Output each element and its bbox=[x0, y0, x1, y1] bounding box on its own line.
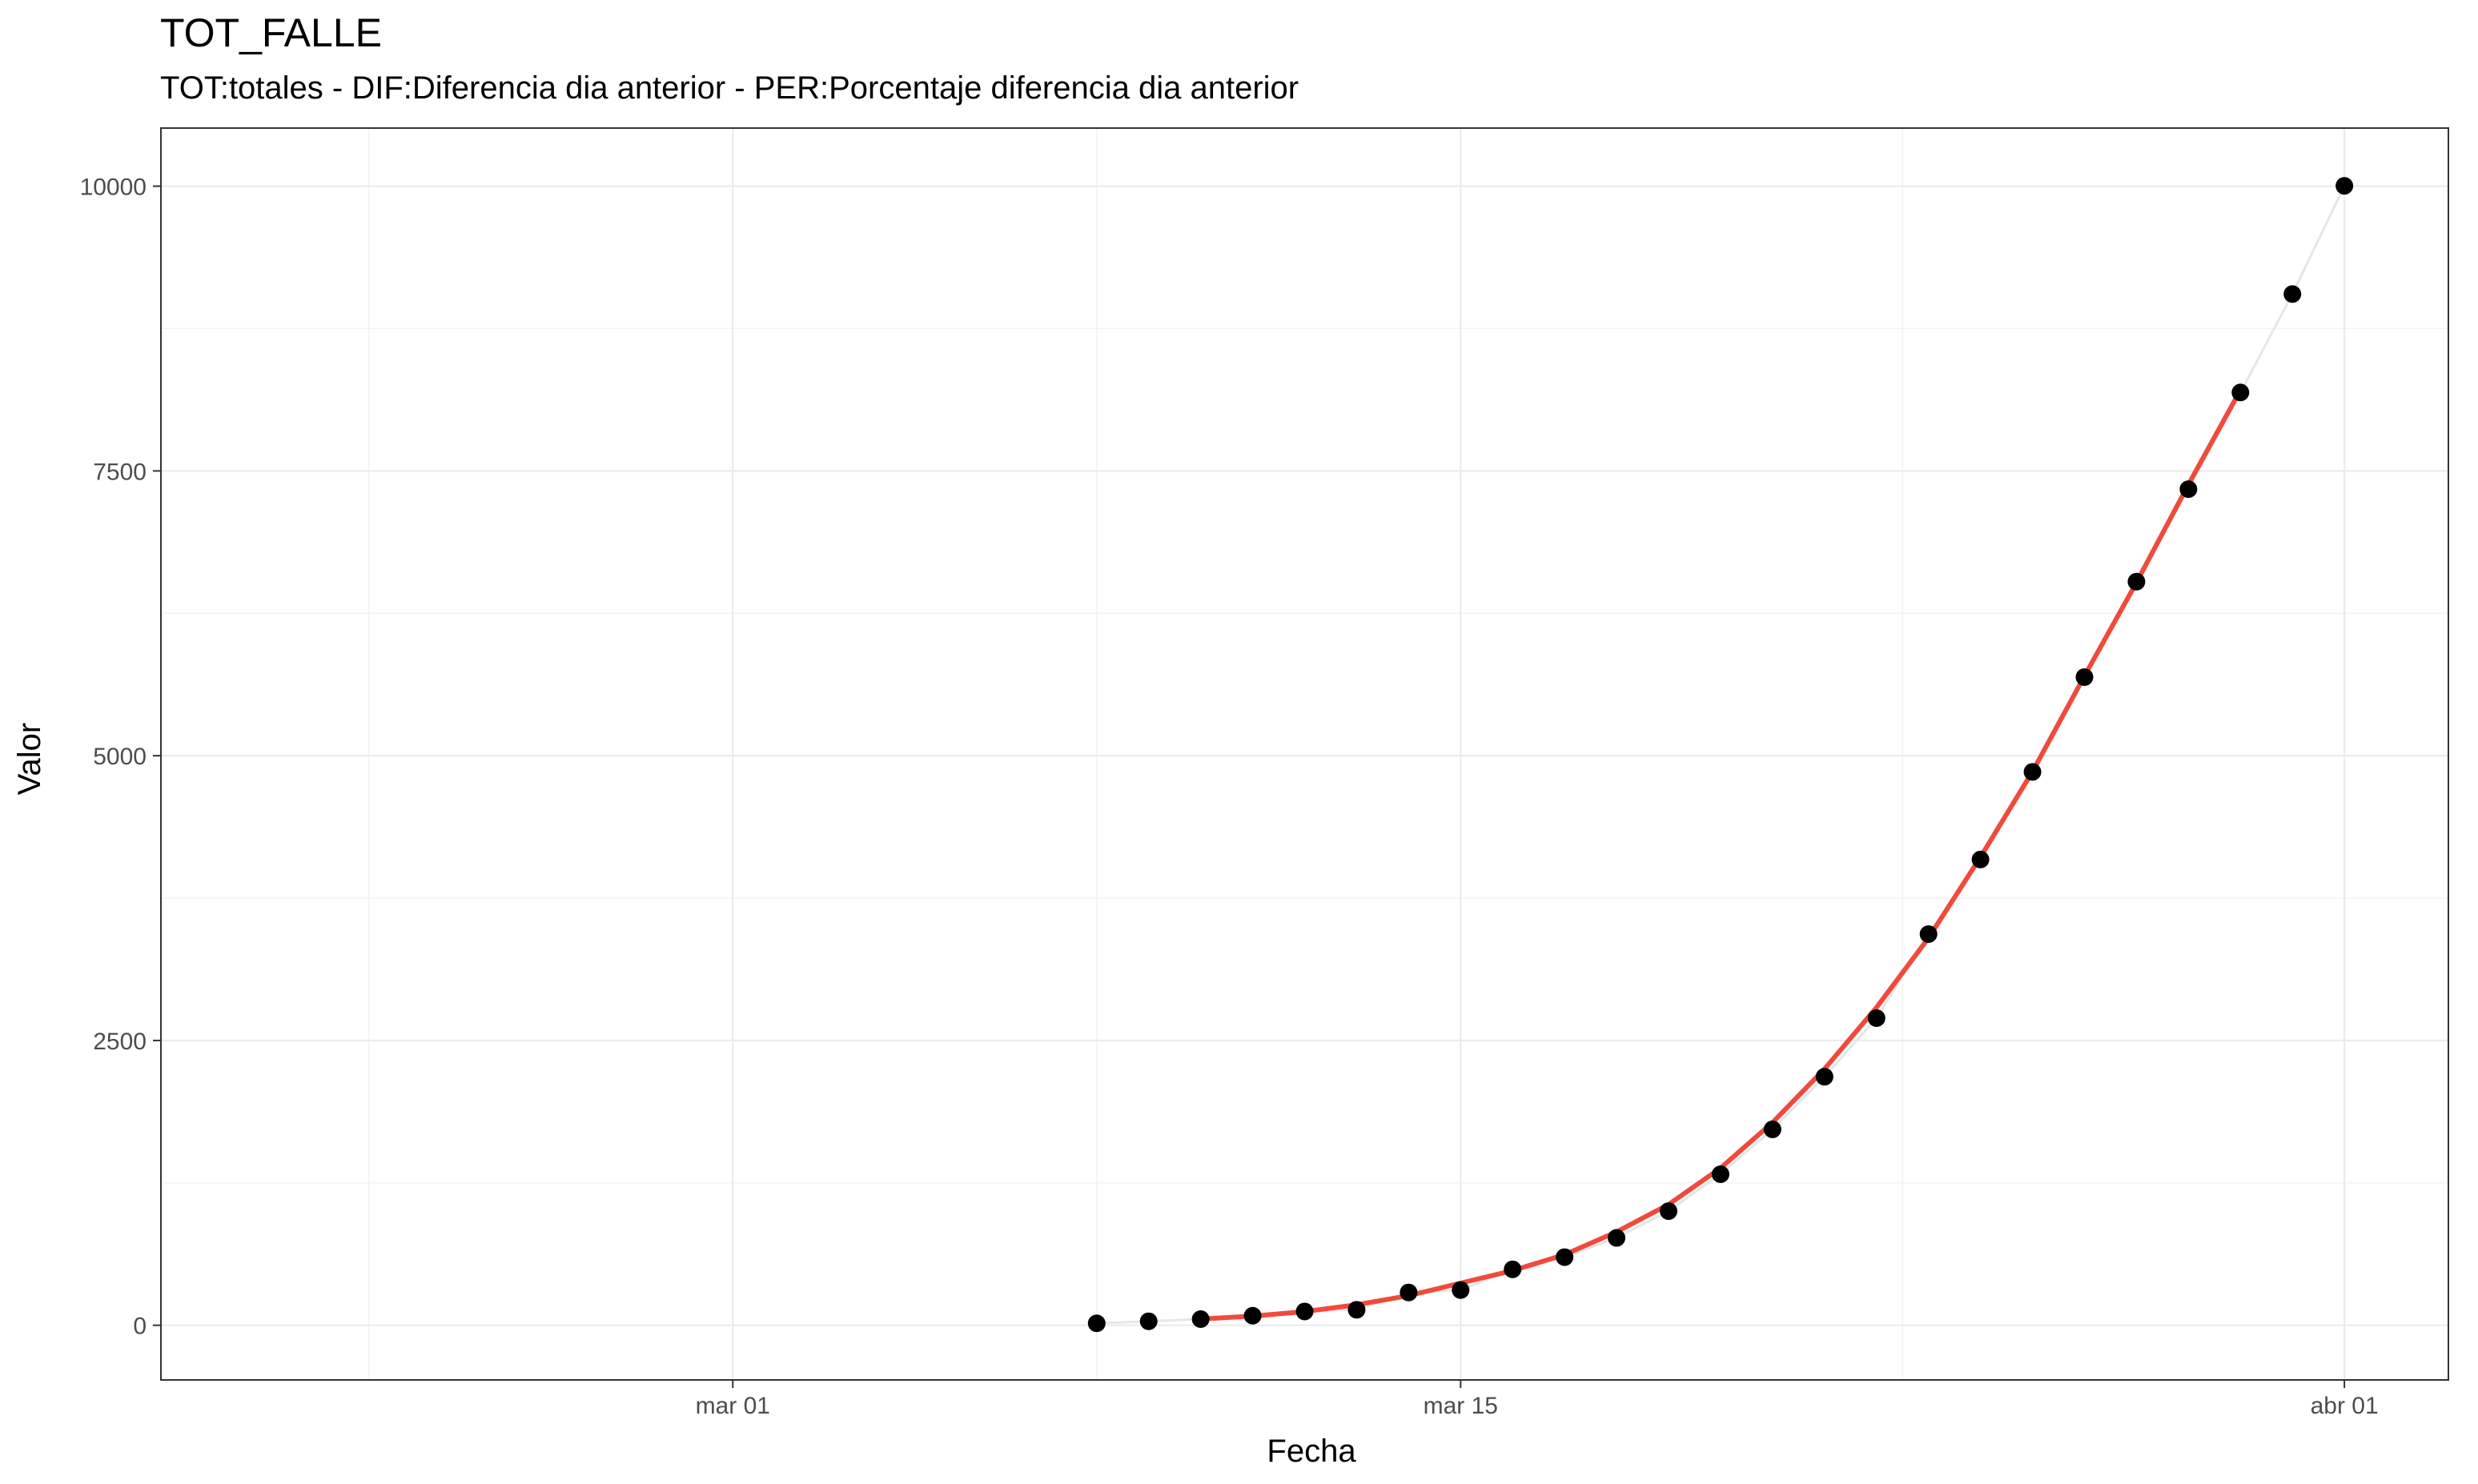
data-point bbox=[1243, 1306, 1262, 1325]
y-axis-label: Valor bbox=[12, 723, 47, 795]
x-tick-label: abr 01 bbox=[2311, 1393, 2379, 1419]
data-point bbox=[1504, 1260, 1522, 1278]
grid-minor bbox=[161, 128, 2448, 1380]
chart-subtitle: TOT:totales - DIF:Diferencia dia anterio… bbox=[160, 70, 1299, 106]
data-point bbox=[2283, 285, 2302, 303]
data-point bbox=[1347, 1301, 1366, 1319]
data-point bbox=[1660, 1202, 1678, 1221]
data-point bbox=[1087, 1314, 1106, 1333]
data-point bbox=[1452, 1281, 1470, 1299]
y-axis: 0 2500 5000 7500 10000 bbox=[80, 174, 161, 1340]
y-tick-label: 7500 bbox=[93, 459, 147, 485]
data-point bbox=[1400, 1283, 1418, 1302]
y-tick-label: 10000 bbox=[80, 174, 147, 201]
x-axis-label: Fecha bbox=[1267, 1434, 1356, 1469]
data-point bbox=[2335, 177, 2354, 195]
data-point bbox=[2231, 383, 2250, 402]
chart-title: TOT_FALLE bbox=[160, 10, 382, 55]
connecting-line-path bbox=[1096, 185, 2346, 1325]
data-point bbox=[2127, 572, 2146, 591]
data-point bbox=[1919, 924, 1938, 943]
x-axis: mar 01 mar 15 abr 01 bbox=[696, 1380, 2379, 1419]
data-point bbox=[2075, 668, 2094, 686]
data-point bbox=[1867, 1009, 1886, 1028]
connecting-line bbox=[1096, 185, 2346, 1325]
data-point bbox=[1608, 1229, 1626, 1247]
data-point bbox=[1711, 1165, 1729, 1183]
y-tick-label: 5000 bbox=[93, 744, 147, 770]
data-point bbox=[1139, 1312, 1158, 1330]
data-points bbox=[1087, 177, 2354, 1333]
x-tick-label: mar 15 bbox=[1424, 1393, 1498, 1419]
data-point bbox=[1556, 1248, 1574, 1266]
data-point bbox=[1971, 850, 1990, 868]
grid-major bbox=[161, 128, 2448, 1380]
panel-border bbox=[160, 127, 2449, 1381]
data-point bbox=[1191, 1310, 1210, 1329]
x-tick-label: mar 01 bbox=[696, 1393, 770, 1419]
data-point bbox=[1295, 1302, 1314, 1321]
y-tick-label: 0 bbox=[133, 1314, 147, 1340]
data-point bbox=[1815, 1068, 1833, 1086]
data-point bbox=[1763, 1120, 1781, 1138]
data-point bbox=[2179, 480, 2198, 499]
y-tick-label: 2500 bbox=[93, 1029, 147, 1055]
data-point bbox=[2023, 763, 2042, 781]
